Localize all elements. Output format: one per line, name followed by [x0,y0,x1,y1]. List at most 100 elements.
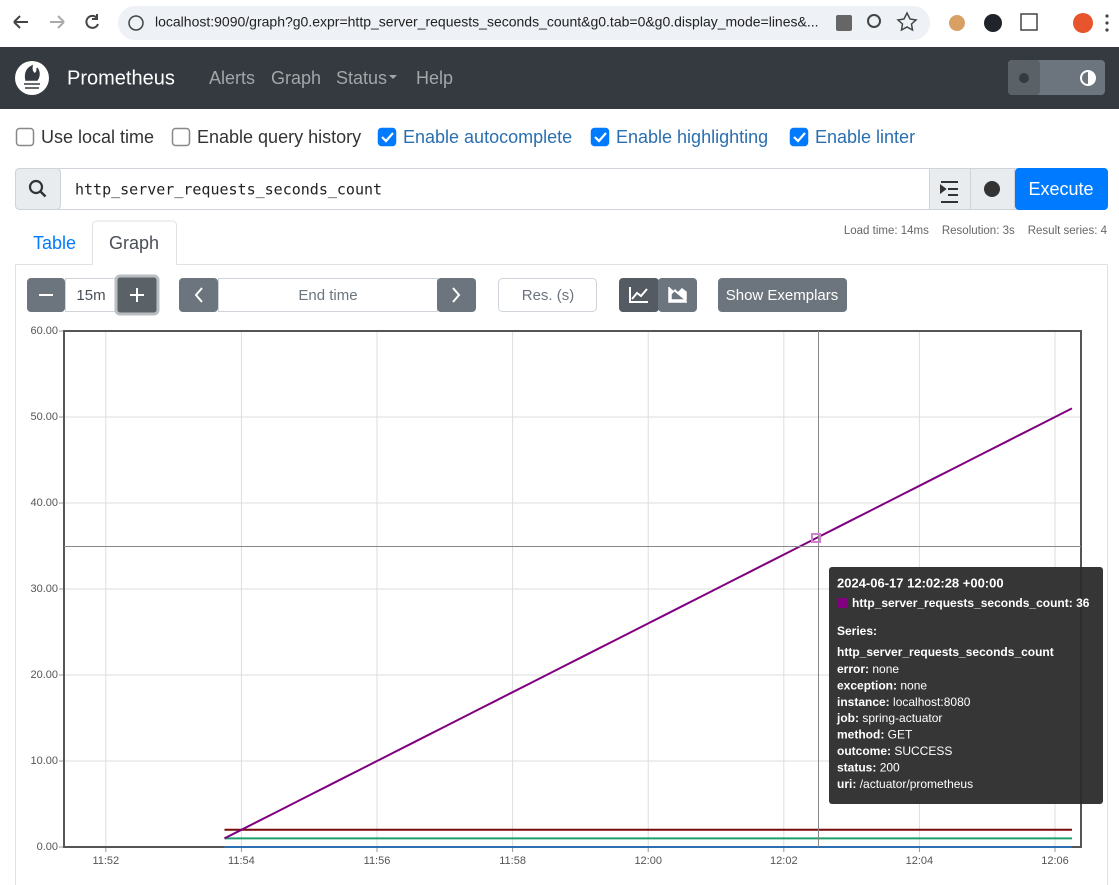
extension-icon[interactable] [949,15,965,31]
option-label[interactable]: Enable query history [197,127,361,147]
label-value: localhost:8080 [893,695,971,709]
active-tab[interactable] [92,220,177,265]
checkmark [793,132,806,143]
query-input[interactable]: http_server_requests_seconds_count [75,181,382,199]
reload-button[interactable] [85,14,99,29]
search-icon [28,179,44,195]
label-value: SUCCESS [894,744,952,758]
label-value: GET [888,728,913,742]
nav-link[interactable]: Help [416,68,453,88]
search-addon [15,168,61,210]
tooltip-label: job: spring-actuator [836,711,942,725]
tooltip-label: method: GET [837,728,913,742]
nav-link[interactable]: Alerts [209,68,255,88]
menu-dot[interactable] [1105,14,1109,18]
stacked-icon [668,287,687,303]
tooltip [829,567,1103,804]
tab[interactable]: Graph [109,233,159,253]
checkbox[interactable] [15,127,35,147]
exemplars-button[interactable] [718,278,847,312]
tooltip-swatch [838,598,848,608]
label-key: method: [837,728,884,742]
execute-label: Execute [1028,179,1093,199]
search-icon [39,190,47,198]
logo-flame [24,64,40,89]
extension-icon[interactable] [984,14,1002,32]
x-tick-label: 12:04 [906,855,934,867]
y-tick-label: 60.00 [30,325,58,337]
stacked-mode-button[interactable] [658,278,697,312]
url-bar[interactable] [118,6,930,40]
y-tick-label: 20.00 [30,669,58,681]
label-key: instance: [837,695,890,709]
range-input[interactable] [65,278,118,312]
label-value: none [872,662,899,676]
option-label[interactable]: Enable linter [815,127,915,147]
chevron-right [452,287,461,303]
y-tick-label: 0.00 [37,841,58,853]
zoom-icon[interactable] [867,14,881,28]
time-back-button[interactable] [179,278,218,312]
tooltip-time: 2024-06-17 12:02:28 +00:00 [837,575,1004,590]
label-value: none [900,679,927,693]
series-line [224,407,1073,840]
stat: Result series: 4 [1028,225,1108,237]
option-label[interactable]: Enable highlighting [616,127,768,147]
options-row: Use local time Enable query history Enable… [15,127,915,147]
menu-dot [1105,28,1109,32]
option-label[interactable]: Enable autocomplete [403,127,572,147]
checkbox-checked[interactable] [590,127,610,147]
tooltip-metric-name: http_server_requests_seconds_count [837,645,1054,659]
exemplars-label: Show Exemplars [726,287,839,304]
nav-link[interactable]: Graph [271,68,321,88]
checkmark [381,132,394,143]
navbar [0,47,1119,109]
tooltip-label: outcome: SUCCESS [837,744,952,758]
stat: Resolution: 3s [942,225,1015,237]
checkbox-checked[interactable] [377,127,397,147]
label-value: 200 [880,761,900,775]
resolution-placeholder: Res. (s) [522,287,575,304]
panel-border [15,264,1108,885]
label-key: exception: [837,679,897,693]
label-key: error: [837,662,869,676]
checkbox[interactable] [171,127,191,147]
tooltip-series-name: http_server_requests_seconds_count: [852,596,1073,610]
x-tick-label: 12:02 [770,855,798,867]
y-tick-label: 10.00 [30,755,58,767]
time-forward-button[interactable] [437,278,476,312]
resolution-input[interactable] [498,278,597,312]
sun-icon [1019,73,1029,83]
tooltip-label: instance: localhost:8080 [837,695,971,709]
y-tick-label: 30.00 [30,583,58,595]
translate-icon[interactable] [836,15,852,31]
nav-link[interactable]: Status [336,68,387,88]
menu-dot [1105,21,1109,25]
bookmark-icon[interactable] [896,11,918,32]
site-info-icon[interactable] [128,15,144,31]
x-tick-label: 12:00 [634,855,662,867]
label-value: /actuator/prometheus [860,777,973,791]
tooltip-label: exception: none [837,679,927,693]
format-icon [940,181,958,203]
tab[interactable]: Table [33,233,76,253]
tooltip-label: status: 200 [837,761,900,775]
url-text: localhost:9090/graph?g0.expr=http_server… [155,14,819,30]
brand[interactable]: Prometheus [67,67,175,89]
profile-icon[interactable] [1073,13,1093,33]
tooltip-value: 36 [1076,596,1090,610]
tooltip-label: error: none [837,662,899,676]
extensions-icon[interactable] [1020,13,1038,31]
forward-button[interactable] [50,15,65,29]
checkbox-checked[interactable] [789,127,809,147]
auto-icon [1088,71,1095,85]
option-label[interactable]: Use local time [41,127,154,147]
chevron-left [194,287,203,303]
back-button[interactable] [13,15,28,29]
execute-button[interactable] [1015,168,1108,210]
label-value: spring-actuator [862,711,942,725]
y-tick-label: 40.00 [30,497,58,509]
label-key: uri: [837,777,856,791]
